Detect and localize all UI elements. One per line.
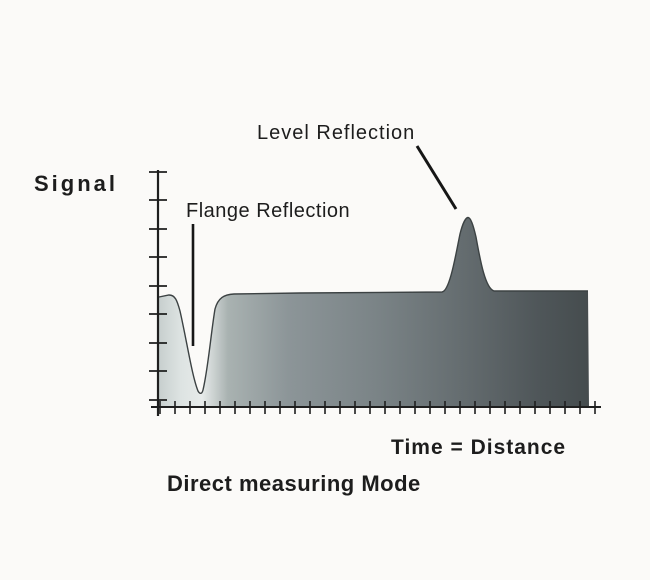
y-axis-label: Signal (34, 171, 119, 196)
waveform-fill (159, 217, 589, 407)
waveform-outline (158, 216, 588, 395)
x-axis-ticks (159, 401, 596, 414)
diagram-caption: Direct measuring Mode (167, 471, 421, 496)
x-axis-label: Time = Distance (391, 436, 567, 459)
level-leader-line (415, 145, 458, 210)
flange-reflection-label: Flange Reflection (186, 200, 351, 222)
level-reflection-label: Level Reflection (257, 122, 416, 144)
y-axis-ticks (149, 171, 167, 401)
